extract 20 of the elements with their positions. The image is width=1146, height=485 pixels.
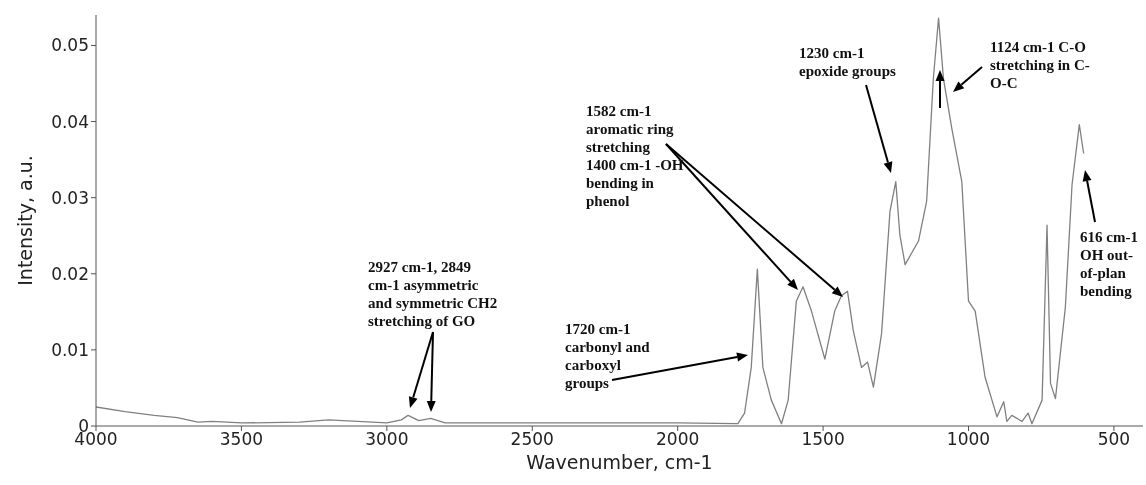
- y-tick-label: 0.04: [51, 111, 89, 132]
- x-tick-label: 1500: [801, 429, 845, 450]
- x-tick-label: 2000: [656, 429, 700, 450]
- y-tick-label: 0.03: [51, 187, 89, 208]
- annotation: 1124 cm-1 C-O stretching in C- O-C: [990, 38, 1090, 92]
- x-tick-label: 1000: [946, 429, 991, 450]
- x-tick-label: 3500: [219, 429, 264, 450]
- x-tick-label: 2500: [510, 429, 554, 450]
- y-tick-label: 0.01: [51, 339, 89, 360]
- annotation: 2927 cm-1, 2849 cm-1 asymmetric and symmetric CH2 stretching of GO: [368, 258, 498, 330]
- annotation: 1720 cm-1 carbonyl and carboxyl groups: [565, 320, 650, 392]
- x-axis-title: Wavenumber, cm-1: [526, 451, 713, 473]
- y-tick-label: 0.05: [51, 35, 89, 56]
- x-tick-label: 500: [1097, 429, 1131, 450]
- y-tick-label: 0.02: [51, 263, 89, 284]
- annotation: 616 cm-1 OH out- of-plan bending: [1080, 228, 1138, 300]
- annotation: 1582 cm-1 aromatic ring stretching 1400 cm-1 -OH bending in phenol: [586, 102, 684, 210]
- y-axis-title: Intensity, a.u.: [14, 155, 36, 286]
- annotation: 1230 cm-1 epoxide groups: [799, 44, 896, 80]
- x-tick-label: 3000: [365, 429, 409, 450]
